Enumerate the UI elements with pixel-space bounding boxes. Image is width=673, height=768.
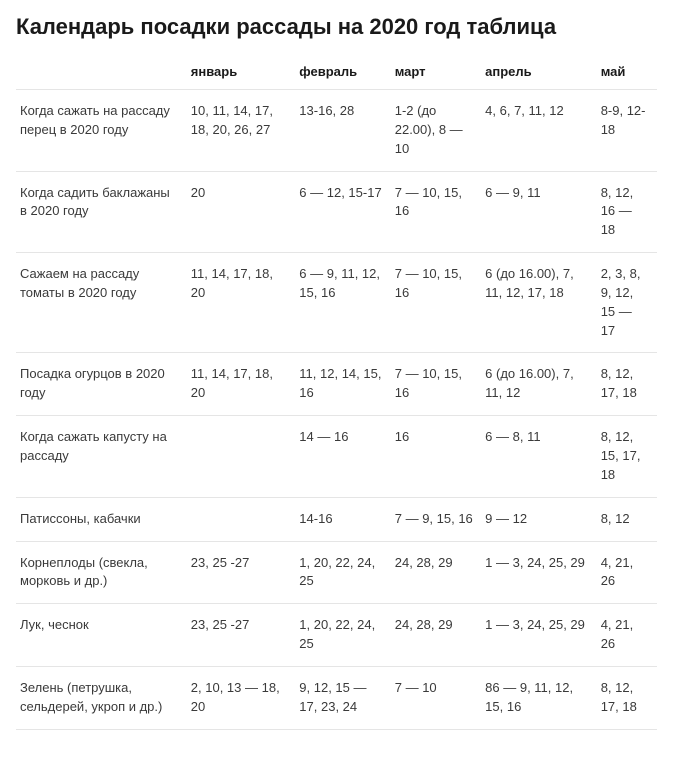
cell: 7 — 9, 15, 16 (391, 497, 481, 541)
cell: 8-9, 12-18 (597, 90, 657, 172)
cell: 6 (до 16.00), 7, 11, 12 (481, 353, 597, 416)
table-row: Когда сажать на рассаду перец в 2020 год… (16, 90, 657, 172)
cell: 14-16 (295, 497, 390, 541)
cell: 6 (до 16.00), 7, 11, 12, 17, 18 (481, 253, 597, 353)
cell: 11, 14, 17, 18, 20 (187, 253, 296, 353)
cell: 13-16, 28 (295, 90, 390, 172)
cell: 4, 21, 26 (597, 604, 657, 667)
cell: 6 — 9, 11, 12, 15, 16 (295, 253, 390, 353)
cell (187, 497, 296, 541)
cell: 14 — 16 (295, 416, 390, 498)
row-label: Когда сажать капусту на рассаду (16, 416, 187, 498)
cell: 16 (391, 416, 481, 498)
col-header: апрель (481, 54, 597, 90)
col-header (16, 54, 187, 90)
page-title: Календарь посадки рассады на 2020 год та… (16, 14, 657, 40)
cell: 24, 28, 29 (391, 541, 481, 604)
cell (187, 416, 296, 498)
row-label: Корнеплоды (свекла, морковь и др.) (16, 541, 187, 604)
cell: 4, 6, 7, 11, 12 (481, 90, 597, 172)
cell: 23, 25 -27 (187, 541, 296, 604)
cell: 2, 10, 13 — 18, 20 (187, 666, 296, 729)
row-label: Когда сажать на рассаду перец в 2020 год… (16, 90, 187, 172)
cell: 4, 21, 26 (597, 541, 657, 604)
cell: 7 — 10, 15, 16 (391, 171, 481, 253)
row-label: Патиссоны, кабачки (16, 497, 187, 541)
col-header: май (597, 54, 657, 90)
cell: 1-2 (до 22.00), 8 — 10 (391, 90, 481, 172)
row-label: Когда садить баклажаны в 2020 году (16, 171, 187, 253)
table-row: Корнеплоды (свекла, морковь и др.) 23, 2… (16, 541, 657, 604)
cell: 20 (187, 171, 296, 253)
col-header: февраль (295, 54, 390, 90)
cell: 23, 25 -27 (187, 604, 296, 667)
cell: 8, 12 (597, 497, 657, 541)
cell: 7 — 10, 15, 16 (391, 253, 481, 353)
row-label: Посадка огурцов в 2020 году (16, 353, 187, 416)
table-row: Когда сажать капусту на рассаду 14 — 16 … (16, 416, 657, 498)
planting-calendar-table: январь февраль март апрель май Когда саж… (16, 54, 657, 730)
cell: 9, 12, 15 — 17, 23, 24 (295, 666, 390, 729)
cell: 10, 11, 14, 17, 18, 20, 26, 27 (187, 90, 296, 172)
col-header: январь (187, 54, 296, 90)
cell: 6 — 8, 11 (481, 416, 597, 498)
col-header: март (391, 54, 481, 90)
row-label: Зелень (петрушка, сельдерей, укроп и др.… (16, 666, 187, 729)
cell: 8, 12, 17, 18 (597, 666, 657, 729)
cell: 11, 14, 17, 18, 20 (187, 353, 296, 416)
table-body: Когда сажать на рассаду перец в 2020 год… (16, 90, 657, 730)
cell: 7 — 10 (391, 666, 481, 729)
row-label: Лук, чеснок (16, 604, 187, 667)
cell: 8, 12, 16 — 18 (597, 171, 657, 253)
table-row: Когда садить баклажаны в 2020 году 20 6 … (16, 171, 657, 253)
table-row: Сажаем на рассаду томаты в 2020 году 11,… (16, 253, 657, 353)
cell: 6 — 12, 15-17 (295, 171, 390, 253)
table-row: Лук, чеснок 23, 25 -27 1, 20, 22, 24, 25… (16, 604, 657, 667)
cell: 9 — 12 (481, 497, 597, 541)
cell: 86 — 9, 11, 12, 15, 16 (481, 666, 597, 729)
cell: 1 — 3, 24, 25, 29 (481, 604, 597, 667)
cell: 8, 12, 15, 17, 18 (597, 416, 657, 498)
cell: 7 — 10, 15, 16 (391, 353, 481, 416)
cell: 1, 20, 22, 24, 25 (295, 541, 390, 604)
table-row: Зелень (петрушка, сельдерей, укроп и др.… (16, 666, 657, 729)
cell: 2, 3, 8, 9, 12, 15 — 17 (597, 253, 657, 353)
cell: 11, 12, 14, 15, 16 (295, 353, 390, 416)
table-header-row: январь февраль март апрель май (16, 54, 657, 90)
cell: 1 — 3, 24, 25, 29 (481, 541, 597, 604)
table-row: Патиссоны, кабачки 14-16 7 — 9, 15, 16 9… (16, 497, 657, 541)
cell: 24, 28, 29 (391, 604, 481, 667)
cell: 8, 12, 17, 18 (597, 353, 657, 416)
cell: 1, 20, 22, 24, 25 (295, 604, 390, 667)
row-label: Сажаем на рассаду томаты в 2020 году (16, 253, 187, 353)
cell: 6 — 9, 11 (481, 171, 597, 253)
table-row: Посадка огурцов в 2020 году 11, 14, 17, … (16, 353, 657, 416)
